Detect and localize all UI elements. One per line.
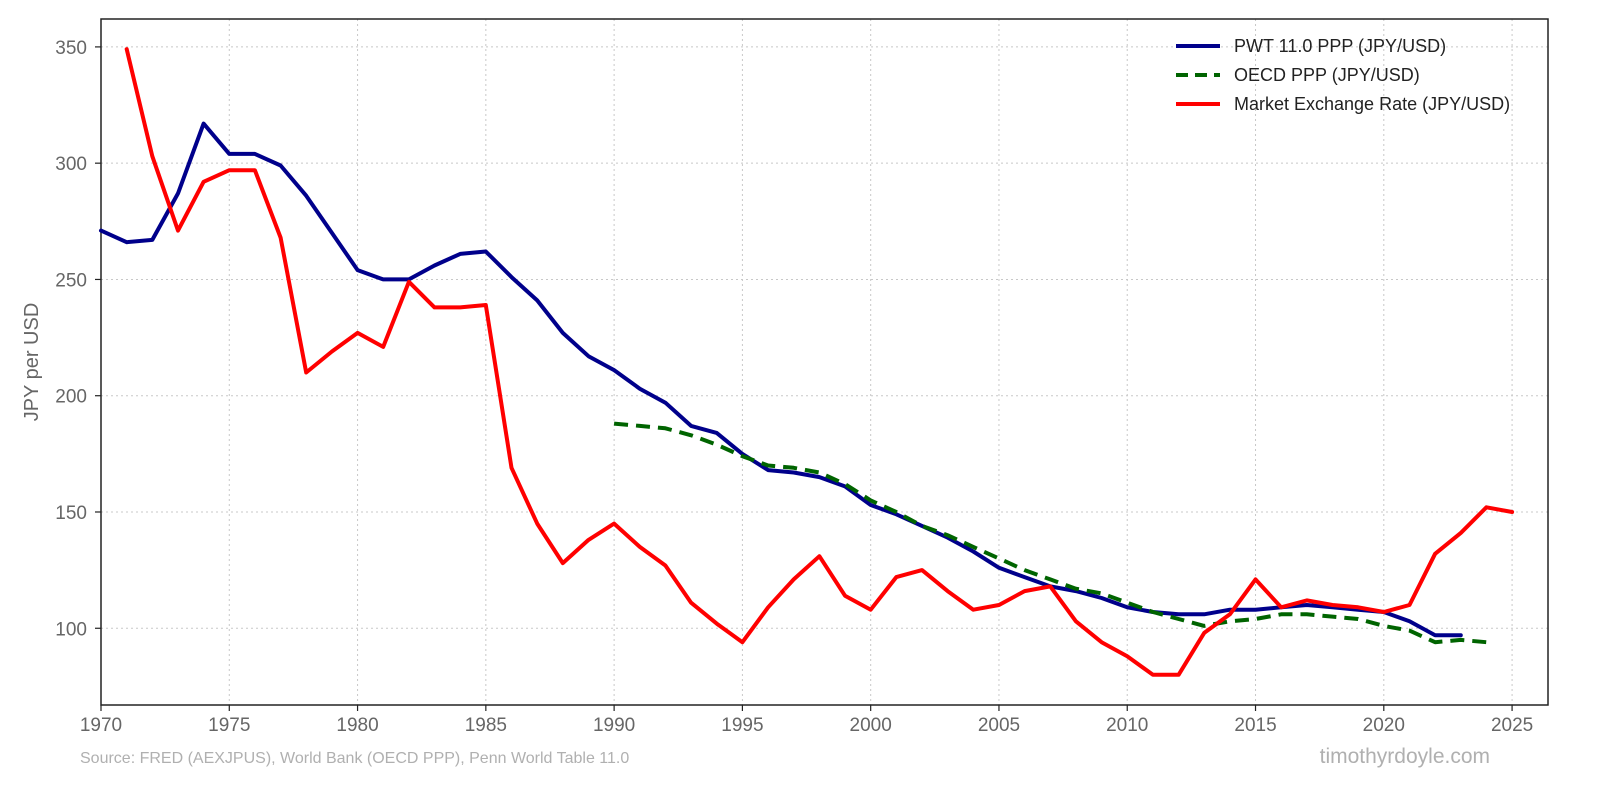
legend-label: OECD PPP (JPY/USD)	[1234, 65, 1420, 85]
legend-label: PWT 11.0 PPP (JPY/USD)	[1234, 36, 1446, 56]
x-tick-label: 2015	[1234, 715, 1276, 736]
y-tick-label: 250	[55, 270, 87, 291]
x-tick-label: 1975	[208, 715, 250, 736]
y-tick-label: 350	[55, 38, 87, 59]
x-tick-label: 1990	[593, 715, 635, 736]
axis-ticks: 1970 1975 1980 1985 1990 1995 2000 2005 2010 2015…	[55, 38, 1533, 736]
y-tick-label: 300	[55, 154, 87, 175]
y-axis-label: JPY per USD	[21, 303, 43, 422]
x-tick-label: 2020	[1363, 715, 1405, 736]
source-note: Source: FRED (AEXJPUS), World Bank (OECD…	[80, 750, 630, 767]
x-tick-label: 1970	[80, 715, 122, 736]
y-tick-label: 200	[55, 387, 87, 408]
grid	[100, 19, 1548, 705]
series-line-0	[99, 121, 1463, 638]
brand-watermark: timothyrdoyle.com	[1319, 745, 1490, 768]
legend-label: Market Exchange Rate (JPY/USD)	[1234, 94, 1510, 114]
x-tick-label: 1985	[465, 715, 507, 736]
x-tick-label: 1980	[336, 715, 378, 736]
x-tick-label: 2025	[1491, 715, 1533, 736]
x-tick-label: 2005	[978, 715, 1020, 736]
x-tick-label: 2010	[1106, 715, 1148, 736]
y-tick-label: 150	[55, 503, 87, 524]
series-layer	[99, 47, 1515, 677]
series-line-2	[124, 47, 1515, 677]
plot-area-frame	[100, 18, 1549, 706]
series-line-1	[613, 421, 1487, 645]
x-tick-label: 2000	[850, 715, 892, 736]
legend: PWT 11.0 PPP (JPY/USD) OECD PPP (JPY/USD)…	[1176, 36, 1510, 114]
y-tick-label: 100	[55, 619, 87, 640]
x-tick-label: 1995	[721, 715, 763, 736]
